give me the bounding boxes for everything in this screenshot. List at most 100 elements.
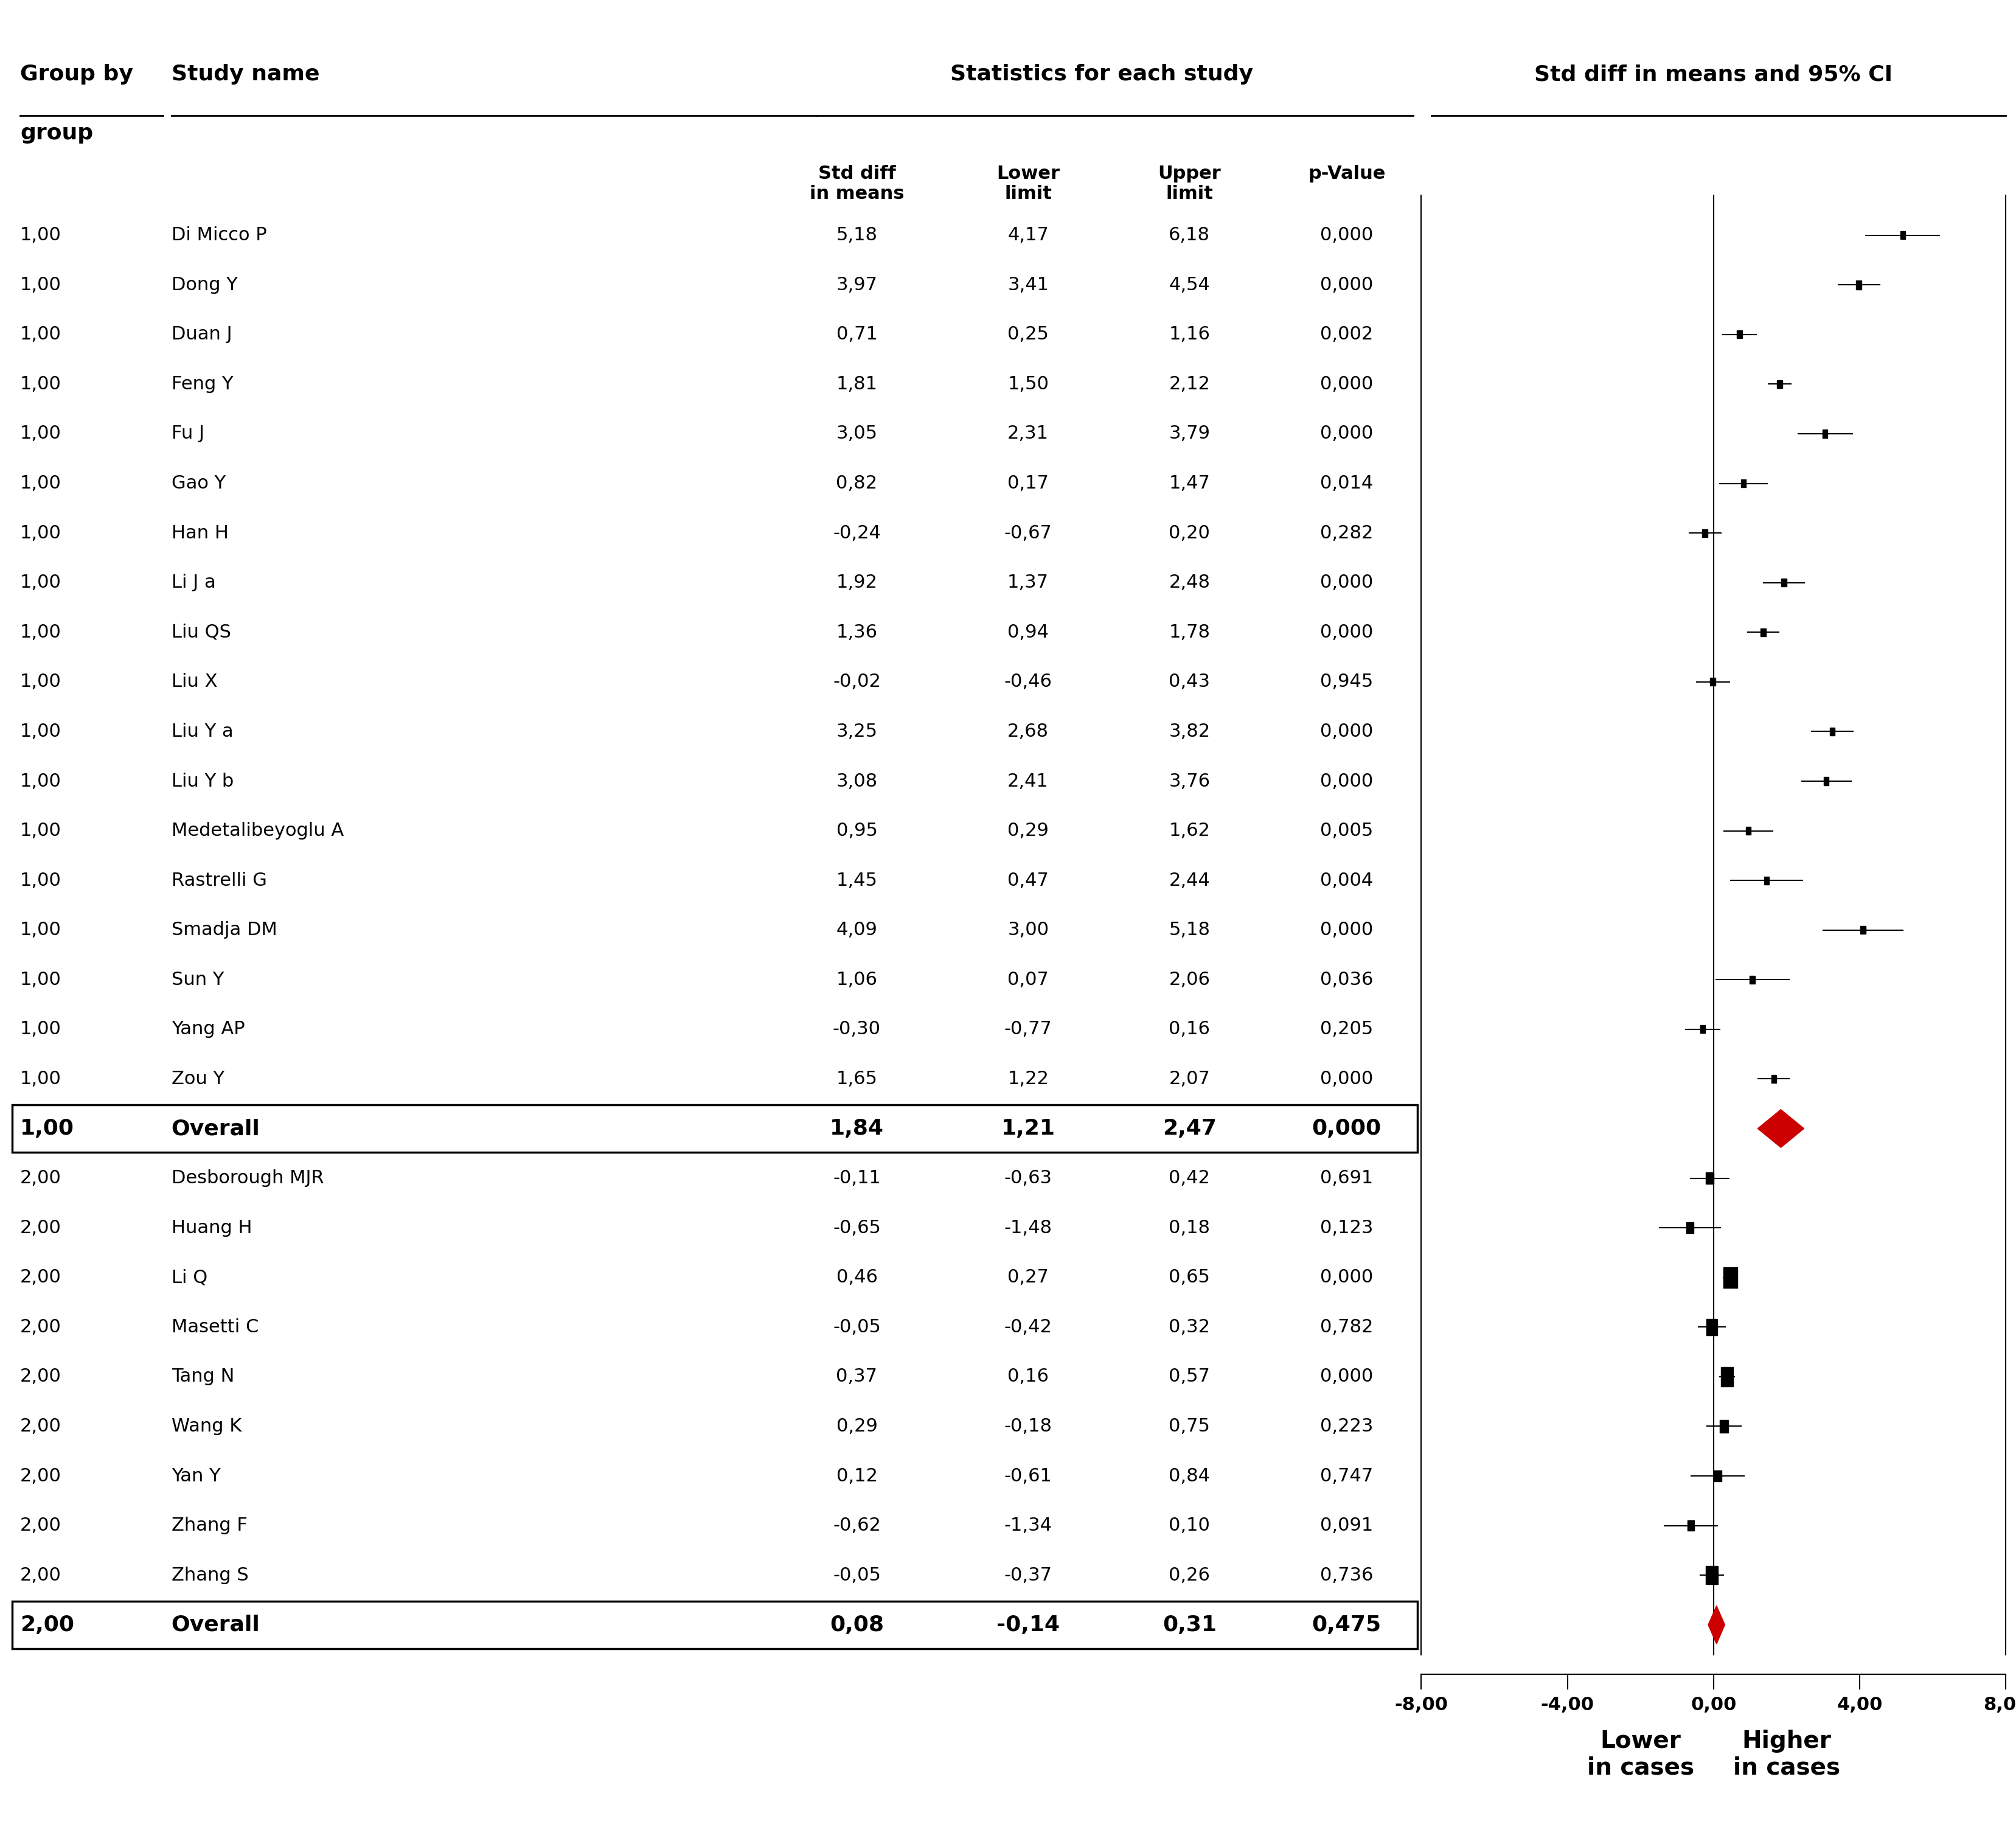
Text: 4,17: 4,17: [1008, 227, 1048, 243]
Text: 2,07: 2,07: [1169, 1071, 1210, 1087]
Text: 3,79: 3,79: [1169, 425, 1210, 443]
Text: 0,000: 0,000: [1320, 920, 1373, 939]
Text: 0,75: 0,75: [1169, 1418, 1210, 1435]
Text: 0,736: 0,736: [1320, 1566, 1373, 1585]
Text: 0,000: 0,000: [1320, 772, 1373, 791]
Text: 0,17: 0,17: [1008, 474, 1048, 492]
Text: 1,00: 1,00: [20, 227, 60, 243]
Text: 0,57: 0,57: [1169, 1367, 1210, 1385]
Text: 1,62: 1,62: [1169, 822, 1210, 840]
Text: 3,05: 3,05: [837, 425, 877, 443]
Text: 1,36: 1,36: [837, 624, 877, 640]
Text: Zou Y: Zou Y: [171, 1071, 224, 1087]
Text: Huang H: Huang H: [171, 1219, 252, 1237]
Text: 0,945: 0,945: [1320, 673, 1373, 690]
Text: 1,45: 1,45: [837, 871, 877, 889]
Text: 1,06: 1,06: [837, 972, 877, 988]
Text: 0,000: 0,000: [1312, 1118, 1381, 1138]
Text: Duan J: Duan J: [171, 326, 232, 344]
Text: 1,00: 1,00: [20, 276, 60, 293]
Text: 0,014: 0,014: [1320, 474, 1373, 492]
Bar: [1706, 1566, 1718, 1585]
Text: Liu Y b: Liu Y b: [171, 772, 234, 791]
Text: -1,34: -1,34: [1004, 1517, 1052, 1534]
Text: 1,00: 1,00: [20, 624, 60, 640]
Text: 3,82: 3,82: [1169, 723, 1210, 741]
Text: 0,43: 0,43: [1169, 673, 1210, 690]
Text: 0,223: 0,223: [1320, 1418, 1373, 1435]
Text: 0,16: 0,16: [1008, 1367, 1048, 1385]
Text: Std diff in means and 95% CI: Std diff in means and 95% CI: [1534, 64, 1893, 84]
Bar: [1720, 1420, 1728, 1433]
Text: 0,123: 0,123: [1320, 1219, 1373, 1237]
Text: Overall: Overall: [171, 1614, 260, 1636]
Text: Li Q: Li Q: [171, 1268, 208, 1286]
Text: 0,46: 0,46: [837, 1268, 877, 1286]
Text: 0,31: 0,31: [1163, 1614, 1216, 1636]
Text: Statistics for each study: Statistics for each study: [950, 64, 1254, 84]
Text: 2,00: 2,00: [20, 1219, 60, 1237]
Text: 2,00: 2,00: [20, 1367, 60, 1385]
Text: 0,005: 0,005: [1320, 822, 1373, 840]
Text: 0,000: 0,000: [1320, 624, 1373, 640]
Text: 2,44: 2,44: [1169, 871, 1210, 889]
Text: 0,000: 0,000: [1320, 575, 1373, 591]
Text: 1,00: 1,00: [20, 1021, 60, 1038]
Bar: [1760, 628, 1766, 637]
Text: Higher
in cases: Higher in cases: [1734, 1729, 1841, 1779]
Text: Liu Y a: Liu Y a: [171, 723, 234, 741]
Text: Tang N: Tang N: [171, 1367, 234, 1385]
Text: 0,94: 0,94: [1008, 624, 1048, 640]
Bar: [1772, 1074, 1776, 1083]
Text: 1,00: 1,00: [20, 375, 60, 393]
Text: Gao Y: Gao Y: [171, 474, 226, 492]
Text: 3,25: 3,25: [837, 723, 877, 741]
Text: 1,22: 1,22: [1008, 1071, 1048, 1087]
Text: 2,00: 2,00: [20, 1318, 60, 1336]
Text: 1,00: 1,00: [20, 523, 60, 542]
Text: 0,000: 0,000: [1320, 723, 1373, 741]
Bar: [1776, 381, 1782, 388]
Text: 0,000: 0,000: [1320, 375, 1373, 393]
Text: Upper
limit: Upper limit: [1157, 165, 1222, 203]
Bar: [1706, 1173, 1714, 1184]
Text: -0,46: -0,46: [1004, 673, 1052, 690]
Text: Smadja DM: Smadja DM: [171, 920, 276, 939]
Bar: [1901, 231, 1905, 240]
Text: Han H: Han H: [171, 523, 228, 542]
Text: Fu J: Fu J: [171, 425, 204, 443]
Text: 8,00: 8,00: [1984, 1696, 2016, 1715]
Bar: [1724, 1266, 1738, 1288]
Text: 0,25: 0,25: [1008, 326, 1048, 344]
Text: 2,00: 2,00: [20, 1614, 75, 1636]
Text: -0,61: -0,61: [1004, 1468, 1052, 1484]
Text: 2,00: 2,00: [20, 1418, 60, 1435]
Text: Zhang S: Zhang S: [171, 1566, 248, 1585]
Text: 0,000: 0,000: [1320, 276, 1373, 293]
Text: Liu QS: Liu QS: [171, 624, 232, 640]
Text: Masetti C: Masetti C: [171, 1318, 258, 1336]
Text: 4,00: 4,00: [1837, 1696, 1883, 1715]
Text: -0,30: -0,30: [833, 1021, 881, 1038]
Text: 6,18: 6,18: [1169, 227, 1210, 243]
Text: -0,05: -0,05: [833, 1566, 881, 1585]
Text: -0,63: -0,63: [1004, 1169, 1052, 1188]
Text: 2,48: 2,48: [1169, 575, 1210, 591]
Text: 0,27: 0,27: [1008, 1268, 1048, 1286]
Text: -4,00: -4,00: [1540, 1696, 1595, 1715]
Text: 0,00: 0,00: [1691, 1696, 1736, 1715]
Bar: [1822, 430, 1829, 437]
Text: Medetalibeyoglu A: Medetalibeyoglu A: [171, 822, 343, 840]
Text: Feng Y: Feng Y: [171, 375, 234, 393]
Bar: [1738, 331, 1742, 339]
Text: Desborough MJR: Desborough MJR: [171, 1169, 325, 1188]
Bar: [1855, 280, 1861, 289]
Text: -0,67: -0,67: [1004, 523, 1052, 542]
Text: 2,41: 2,41: [1008, 772, 1048, 791]
Bar: [12, 1105, 1417, 1153]
Text: 0,18: 0,18: [1169, 1219, 1210, 1237]
Text: Study name: Study name: [171, 64, 319, 84]
Text: -0,77: -0,77: [1004, 1021, 1052, 1038]
Text: -0,05: -0,05: [833, 1318, 881, 1336]
Text: 2,68: 2,68: [1008, 723, 1048, 741]
